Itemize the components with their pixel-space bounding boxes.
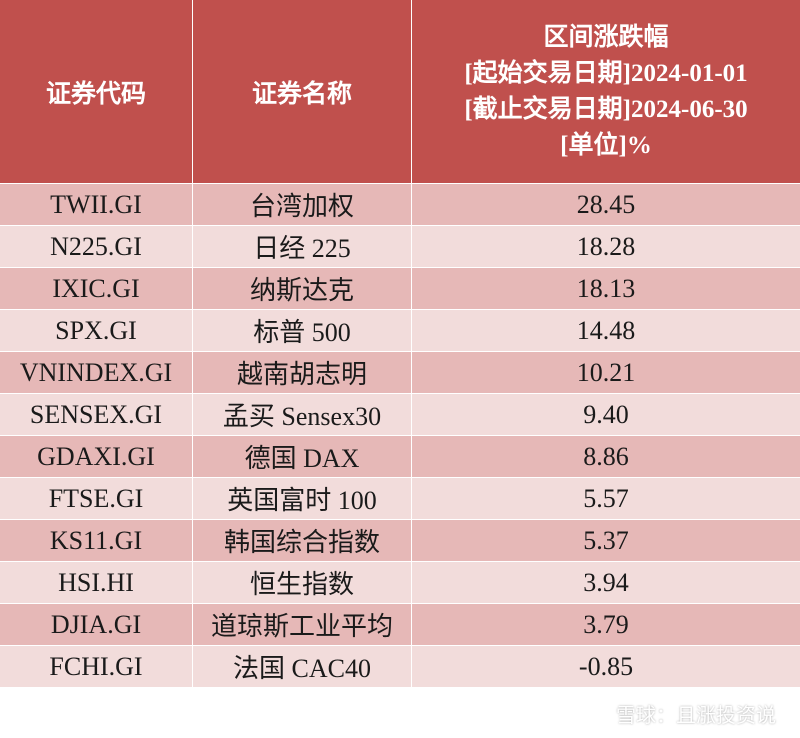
header-metric-line: [单位]% (560, 131, 652, 159)
table-row: KS11.GI 韩国综合指数 5.37 (0, 519, 800, 561)
cell-code: VNINDEX.GI (0, 352, 193, 393)
cell-value: 9.40 (583, 399, 629, 429)
cell-value: 18.28 (576, 231, 636, 261)
cell-value: 8.86 (583, 441, 629, 471)
cell-name: 德国 DAX (193, 436, 412, 477)
header-name: 证券名称 (193, 0, 412, 183)
cell-value: 3.79 (583, 609, 629, 639)
cell-code: N225.GI (0, 226, 193, 267)
header-metric-line: [起始交易日期]2024-01-01 (464, 59, 748, 87)
header-code: 证券代码 (0, 0, 193, 183)
watermark-text: 雪球：且涨投资说 (616, 703, 776, 727)
cell-value: -0.85 (578, 651, 634, 681)
table-row: HSI.HI 恒生指数 3.94 (0, 561, 800, 603)
cell-code: IXIC.GI (0, 268, 193, 309)
cell-code: FTSE.GI (0, 478, 193, 519)
cell-value: 10.21 (576, 357, 636, 387)
watermark: 雪球：且涨投资说 (580, 699, 776, 728)
header-metric-line: [截止交易日期]2024-06-30 (464, 95, 748, 123)
table-row: IXIC.GI 纳斯达克 18.13 (0, 267, 800, 309)
header-metric-line: 区间涨跌幅 (543, 23, 669, 51)
table-row: DJIA.GI 道琼斯工业平均 3.79 (0, 603, 800, 645)
table-row: N225.GI 日经 225 18.28 (0, 225, 800, 267)
header-metric: 区间涨跌幅 [起始交易日期]2024-01-01 [截止交易日期]2024-06… (412, 0, 800, 183)
cell-code: SENSEX.GI (0, 394, 193, 435)
cell-name: 越南胡志明 (193, 352, 412, 393)
cell-name: 纳斯达克 (193, 268, 412, 309)
table-header: 证券代码 证券名称 区间涨跌幅 [起始交易日期]2024-01-01 [截止交易… (0, 0, 800, 183)
cell-name: 恒生指数 (193, 562, 412, 603)
cell-code: SPX.GI (0, 310, 193, 351)
cell-name: 法国 CAC40 (193, 646, 412, 687)
cell-name: 道琼斯工业平均 (193, 604, 412, 645)
cell-value: 18.13 (576, 273, 636, 303)
table-body: TWII.GI 台湾加权 28.45 N225.GI 日经 225 18.28 IXIC.G… (0, 183, 800, 687)
table-row: GDAXI.GI 德国 DAX 8.86 (0, 435, 800, 477)
cell-code: HSI.HI (0, 562, 193, 603)
cell-code: GDAXI.GI (0, 436, 193, 477)
table-row: FTSE.GI 英国富时 100 5.57 (0, 477, 800, 519)
table-row: VNINDEX.GI 越南胡志明 10.21 (0, 351, 800, 393)
cell-value: 5.37 (583, 525, 629, 555)
snowball-logo-icon (581, 700, 607, 727)
cell-name: 日经 225 (193, 226, 412, 267)
cell-code: TWII.GI (0, 184, 193, 225)
cell-name: 台湾加权 (193, 184, 412, 225)
cell-code: DJIA.GI (0, 604, 193, 645)
cell-name: 韩国综合指数 (193, 520, 412, 561)
cell-code: FCHI.GI (0, 646, 193, 687)
index-performance-table: 证券代码 证券名称 区间涨跌幅 [起始交易日期]2024-01-01 [截止交易… (0, 0, 800, 687)
cell-code: KS11.GI (0, 520, 193, 561)
cell-value: 14.48 (576, 315, 636, 345)
cell-value: 28.45 (576, 189, 636, 219)
cell-name: 英国富时 100 (193, 478, 412, 519)
table-row: TWII.GI 台湾加权 28.45 (0, 183, 800, 225)
table-row: FCHI.GI 法国 CAC40 -0.85 (0, 645, 800, 687)
table-row: SENSEX.GI 孟买 Sensex30 9.40 (0, 393, 800, 435)
cell-value: 3.94 (583, 567, 629, 597)
cell-name: 标普 500 (193, 310, 412, 351)
cell-name: 孟买 Sensex30 (193, 394, 412, 435)
table-row: SPX.GI 标普 500 14.48 (0, 309, 800, 351)
cell-value: 5.57 (583, 483, 629, 513)
